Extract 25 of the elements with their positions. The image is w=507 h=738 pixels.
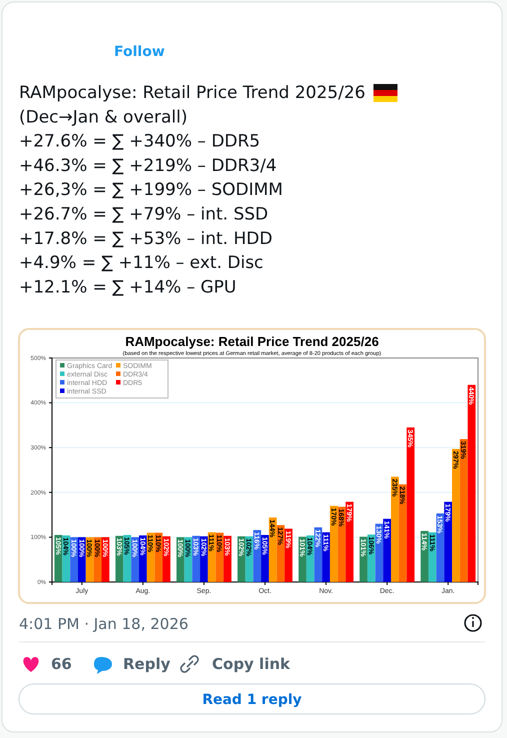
- text: +27.6% = ∑ +340% – DDR5: [19, 132, 260, 152]
- chart-title: RAMpocalyse: Retail Price Trend 2025/26: [125, 334, 379, 349]
- bar: [406, 427, 415, 582]
- text: Copy link: [212, 655, 292, 673]
- text: Reply: [123, 655, 171, 673]
- bar: [452, 448, 460, 582]
- bar: [383, 518, 391, 582]
- bar: [346, 502, 354, 582]
- text: +12.1% = ∑ +14% – GPU: [19, 277, 236, 298]
- bar: [460, 439, 468, 582]
- text: 66: [51, 655, 72, 673]
- bar: [444, 502, 452, 582]
- text: 4:01 PM · Jan 18, 2026: [19, 615, 188, 633]
- text: +4.9% = ∑ +11% – ext. Disc: [19, 253, 264, 274]
- text: +26.7% = ∑ +79% – int. SSD: [19, 204, 268, 224]
- text: RAMpocalyse: Retail Price Trend 2025/26: [19, 83, 366, 103]
- bar: [390, 476, 399, 582]
- text: Follow: [114, 44, 165, 60]
- bar: [468, 384, 476, 582]
- bar: [330, 506, 338, 582]
- text: +26,3% = ∑ +199% – SODIMM: [19, 180, 283, 200]
- text: (Dec→Jan & overall): [19, 107, 188, 128]
- text: +46.3% = ∑ +219% – DDR3/4: [19, 156, 277, 176]
- text: +17.8% = ∑ +53% – int. HDD: [19, 228, 272, 249]
- text: Read 1 reply: [202, 692, 302, 708]
